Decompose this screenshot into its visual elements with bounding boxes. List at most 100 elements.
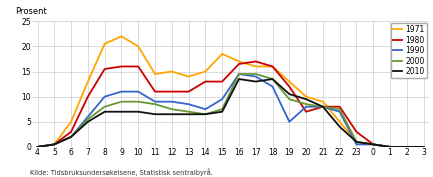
2010 [354,141,359,143]
2010 [304,98,309,100]
1971 [337,121,343,123]
2000 [52,143,57,145]
1990 [421,146,426,148]
1980 [337,106,343,108]
1980 [136,65,141,68]
2000 [119,101,124,103]
2000 [68,136,74,138]
2000 [102,106,107,108]
1980 [102,68,107,70]
Line: 1971: 1971 [38,36,423,147]
1971 [236,60,242,62]
Line: 1990: 1990 [38,74,423,147]
2000 [169,108,174,110]
2010 [119,111,124,113]
1980 [421,146,426,148]
1971 [85,81,90,83]
2000 [270,78,275,80]
1971 [102,43,107,45]
Text: Prosent: Prosent [15,7,46,16]
1990 [220,98,225,100]
Line: 1980: 1980 [38,61,423,147]
1980 [354,131,359,133]
1971 [152,73,158,75]
2000 [203,113,208,115]
2010 [404,146,410,148]
2010 [220,111,225,113]
1990 [136,91,141,93]
1971 [169,70,174,73]
2010 [85,121,90,123]
1971 [320,101,326,103]
1971 [68,121,74,123]
1990 [287,121,292,123]
1971 [388,146,393,148]
2010 [371,143,376,145]
2000 [35,146,40,148]
Line: 2000: 2000 [38,74,423,147]
2010 [169,113,174,115]
2000 [354,141,359,143]
Line: 2010: 2010 [38,79,423,147]
1971 [371,143,376,145]
2010 [102,111,107,113]
1980 [220,81,225,83]
2000 [236,73,242,75]
1980 [152,91,158,93]
1980 [270,65,275,68]
2010 [136,111,141,113]
2010 [421,146,426,148]
1971 [136,45,141,47]
2000 [421,146,426,148]
2010 [35,146,40,148]
1980 [68,131,74,133]
2010 [52,143,57,145]
2010 [68,136,74,138]
2000 [371,143,376,145]
1980 [169,91,174,93]
1971 [52,143,57,145]
1971 [119,35,124,37]
2010 [270,78,275,80]
1971 [354,141,359,143]
1990 [371,143,376,145]
1990 [68,136,74,138]
Text: Kilde: Tidsbruksundersøkelsene, Statistisk sentralbyrå.: Kilde: Tidsbruksundersøkelsene, Statisti… [30,169,213,176]
1980 [119,65,124,68]
2000 [136,101,141,103]
1980 [287,85,292,88]
1980 [85,96,90,98]
2000 [388,146,393,148]
2010 [388,146,393,148]
1971 [35,146,40,148]
1990 [404,146,410,148]
2000 [186,111,191,113]
1971 [270,65,275,68]
1990 [203,108,208,110]
Legend: 1971, 1980, 1990, 2000, 2010: 1971, 1980, 1990, 2000, 2010 [391,23,427,78]
2010 [236,78,242,80]
2000 [253,73,259,75]
1971 [253,65,259,68]
2010 [287,93,292,95]
2010 [320,106,326,108]
2000 [287,98,292,100]
1971 [203,70,208,73]
1980 [388,146,393,148]
1980 [253,60,259,62]
1990 [152,101,158,103]
1971 [304,96,309,98]
1990 [35,146,40,148]
1971 [404,146,410,148]
1980 [203,81,208,83]
2010 [337,126,343,128]
2000 [337,108,343,110]
2000 [220,108,225,110]
2000 [152,103,158,105]
1980 [52,143,57,145]
1990 [253,75,259,78]
2000 [304,103,309,105]
1990 [119,91,124,93]
1990 [320,106,326,108]
2000 [404,146,410,148]
